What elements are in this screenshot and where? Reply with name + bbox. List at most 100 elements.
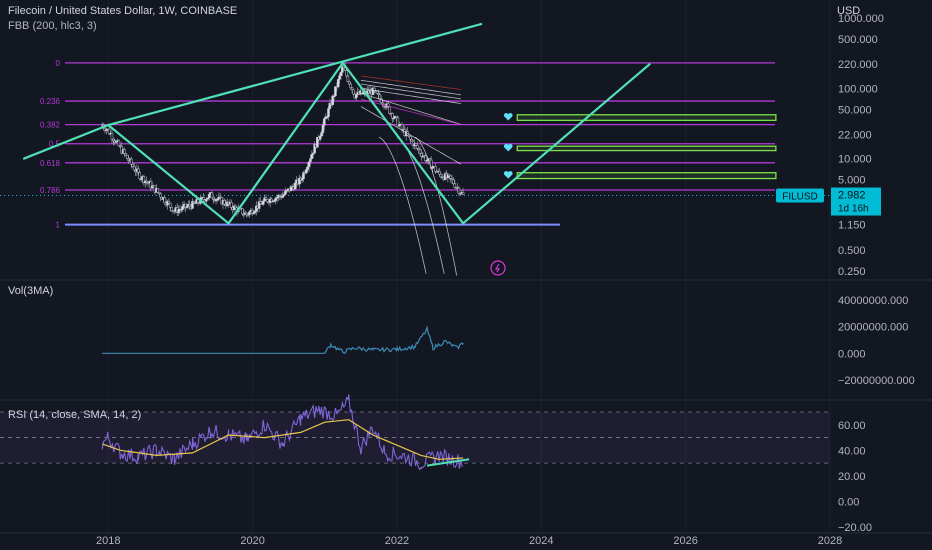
candle-body <box>131 164 135 167</box>
candle <box>313 141 316 154</box>
candle-body <box>202 197 205 200</box>
candle <box>188 200 191 210</box>
candle <box>416 141 419 151</box>
candle <box>156 188 160 194</box>
candle-body <box>289 186 293 192</box>
candle-body <box>386 103 390 108</box>
candle-body <box>311 152 315 155</box>
candle-body <box>274 197 277 201</box>
candle <box>250 207 254 217</box>
volume-tick-label: 40000000.000 <box>838 295 908 307</box>
candle <box>418 146 422 156</box>
currency-label: USD <box>837 5 861 17</box>
candle <box>318 134 322 142</box>
candle-body <box>316 136 319 148</box>
candle <box>132 162 136 171</box>
candle-body <box>400 123 404 130</box>
volume-tick-label: −20000000.000 <box>838 375 915 387</box>
candle-body <box>428 158 432 161</box>
candle-body <box>230 202 233 208</box>
candle-body <box>123 149 126 154</box>
candle <box>110 128 114 144</box>
candle-body <box>331 95 334 106</box>
candle-body <box>407 134 411 137</box>
fbb-lower-band <box>378 137 427 274</box>
candle-body <box>282 193 286 196</box>
candle-body <box>418 149 422 154</box>
volume-tick-label: 0.000 <box>838 348 866 360</box>
candle-body <box>157 191 161 195</box>
candle-body <box>420 153 423 157</box>
candle-body <box>410 138 414 142</box>
candle-body <box>307 161 311 168</box>
candle <box>206 197 209 200</box>
candle-body <box>275 197 279 199</box>
candle <box>230 199 233 211</box>
fbb-band-line <box>360 79 461 96</box>
candle <box>391 112 394 123</box>
candle-body <box>181 205 184 210</box>
candle-body <box>184 203 187 208</box>
last-price-badge-bg <box>831 187 881 216</box>
bar-countdown: 1d 16h <box>838 204 869 215</box>
candle <box>420 149 423 161</box>
candle-body <box>335 86 339 88</box>
candle <box>354 94 358 101</box>
candle <box>345 68 348 78</box>
candle <box>123 147 126 158</box>
candle-body <box>205 199 208 202</box>
candle-body <box>242 213 246 216</box>
candle <box>309 155 312 166</box>
candle-body <box>298 177 301 185</box>
candle <box>274 196 277 205</box>
candle-body <box>446 174 450 179</box>
candle <box>170 206 173 212</box>
candle-body <box>373 87 376 92</box>
fib-level-label: 0.236 <box>40 97 61 106</box>
fib-level-label: 0.382 <box>40 121 61 130</box>
candle <box>349 82 352 91</box>
candle <box>338 72 341 84</box>
fbb-lower-band <box>396 137 445 274</box>
candle <box>438 167 441 177</box>
rsi-tick-label: 0.00 <box>838 496 859 508</box>
candle-body <box>349 83 352 89</box>
candle-body <box>461 192 465 195</box>
rsi-ma-line <box>101 419 464 460</box>
candle <box>245 212 248 218</box>
fbb-band-line <box>360 75 461 90</box>
candle-body <box>252 212 255 215</box>
candle <box>137 165 140 176</box>
candle-body <box>348 81 351 85</box>
price-tick-label: 1000.000 <box>838 13 884 25</box>
candle <box>130 156 133 169</box>
candle <box>461 187 465 195</box>
candle-body <box>170 206 173 211</box>
candle <box>447 174 451 180</box>
candle <box>191 198 194 210</box>
candle <box>142 174 146 186</box>
candle-body <box>259 201 262 204</box>
candle-body <box>459 193 462 195</box>
candle <box>325 115 329 120</box>
candle-body <box>139 178 143 180</box>
rsi-tick-label: 20.00 <box>838 471 866 483</box>
candle-body <box>132 166 136 171</box>
candle-body <box>117 140 121 147</box>
volume-pane-title: Vol(3MA) <box>8 285 54 297</box>
candle-body <box>354 94 358 99</box>
candle-body <box>378 94 382 100</box>
candle <box>277 193 280 201</box>
candle <box>320 130 323 137</box>
candle <box>202 192 205 203</box>
candle-body <box>306 166 309 170</box>
candle-body <box>339 72 343 76</box>
candle-body <box>300 178 304 181</box>
last-price-value: 2.982 <box>838 190 866 202</box>
candle <box>316 136 319 148</box>
candle-body <box>250 209 254 215</box>
candle-body <box>325 116 329 119</box>
volume-tick-label: 20000000.000 <box>838 322 908 334</box>
candle-body <box>350 87 354 91</box>
rsi-tick-label: 40.00 <box>838 445 866 457</box>
